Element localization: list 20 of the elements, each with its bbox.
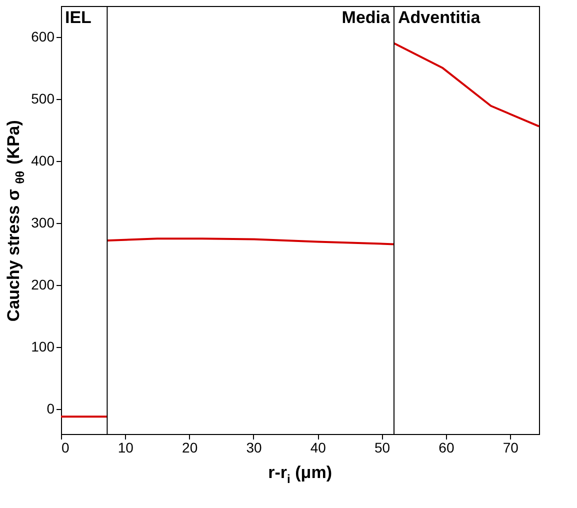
x-tick-label: 10 xyxy=(118,440,134,456)
y-tick-label: 500 xyxy=(31,90,55,107)
annotation: Media xyxy=(342,8,391,27)
annotation: IEL xyxy=(65,8,92,27)
annotation: Adventitia xyxy=(398,8,481,27)
x-tick-label: 50 xyxy=(374,440,390,456)
y-tick-label: 100 xyxy=(31,338,55,355)
line-series xyxy=(392,42,540,128)
x-tick-label: 20 xyxy=(182,440,198,456)
y-tick-label: 600 xyxy=(31,28,55,45)
y-tick-label: 400 xyxy=(31,152,55,169)
y-tick-label: 0 xyxy=(46,400,55,417)
x-tick-label: 60 xyxy=(438,440,454,456)
x-tick-label: 0 xyxy=(62,440,70,456)
x-tick-label: 30 xyxy=(246,440,262,456)
y-tick-label: 200 xyxy=(31,276,55,293)
x-tick-label: 70 xyxy=(502,440,519,456)
y-tick-label: 300 xyxy=(31,214,55,231)
x-tick-label: 40 xyxy=(310,440,326,456)
y-axis-title: Cauchy stress σθθ (KPa) xyxy=(4,120,27,322)
